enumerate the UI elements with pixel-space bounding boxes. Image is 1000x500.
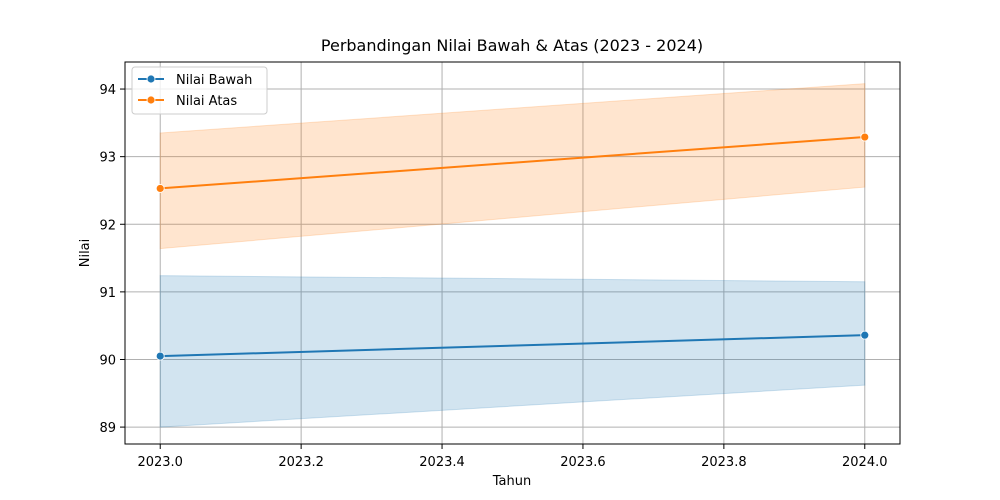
band-nilai-atas (159, 83, 866, 250)
point-nilai-atas (155, 184, 165, 193)
x-axis-label: Tahun (492, 474, 531, 489)
legend-items: Nilai Bawah Nilai Atas (138, 73, 252, 109)
grid (125, 62, 900, 444)
y-tick-label: 94 (99, 83, 116, 98)
legend-box (131, 66, 268, 115)
legend-marker-nilai-bawah (146, 74, 156, 84)
y-axis-label: Nilai (78, 239, 93, 268)
point-nilai-atas (860, 132, 870, 142)
band-nilai-bawah (159, 275, 866, 428)
x-tick-label: 2023.8 (701, 455, 747, 470)
y-tick-label: 89 (99, 421, 116, 436)
point-nilai-bawah (155, 351, 165, 361)
chart-title: Perbandingan Nilai Bawah & Atas (2023 - … (321, 36, 703, 55)
legend-label-nilai-atas: Nilai Atas (176, 94, 237, 109)
y-tick-label: 91 (99, 286, 116, 301)
line-nilai-atas (160, 136, 865, 190)
line-nilai-bawah (160, 334, 865, 358)
x-tick-label: 2023.0 (137, 455, 183, 470)
x-tick-label: 2023.6 (560, 455, 606, 470)
legend-label-nilai-bawah: Nilai Bawah (176, 73, 252, 88)
y-axis-ticks: 89 90 91 92 93 94 (99, 83, 125, 436)
legend-marker-nilai-atas (146, 95, 156, 105)
legend: Nilai Bawah Nilai Atas (131, 66, 268, 115)
y-tick-label: 92 (99, 218, 116, 233)
series-markers (155, 132, 870, 361)
point-nilai-bawah (860, 330, 870, 340)
y-tick-label: 93 (99, 151, 116, 166)
x-tick-label: 2023.2 (278, 455, 324, 470)
series-lines (160, 136, 865, 358)
x-tick-label: 2024.0 (842, 455, 888, 470)
x-axis-ticks: 2023.0 2023.2 2023.4 2023.6 2023.8 2024.0 (137, 444, 888, 470)
y-tick-label: 90 (99, 353, 116, 368)
x-tick-label: 2023.4 (419, 455, 465, 470)
confidence-bands (159, 83, 866, 428)
plot-frame (124, 61, 901, 445)
